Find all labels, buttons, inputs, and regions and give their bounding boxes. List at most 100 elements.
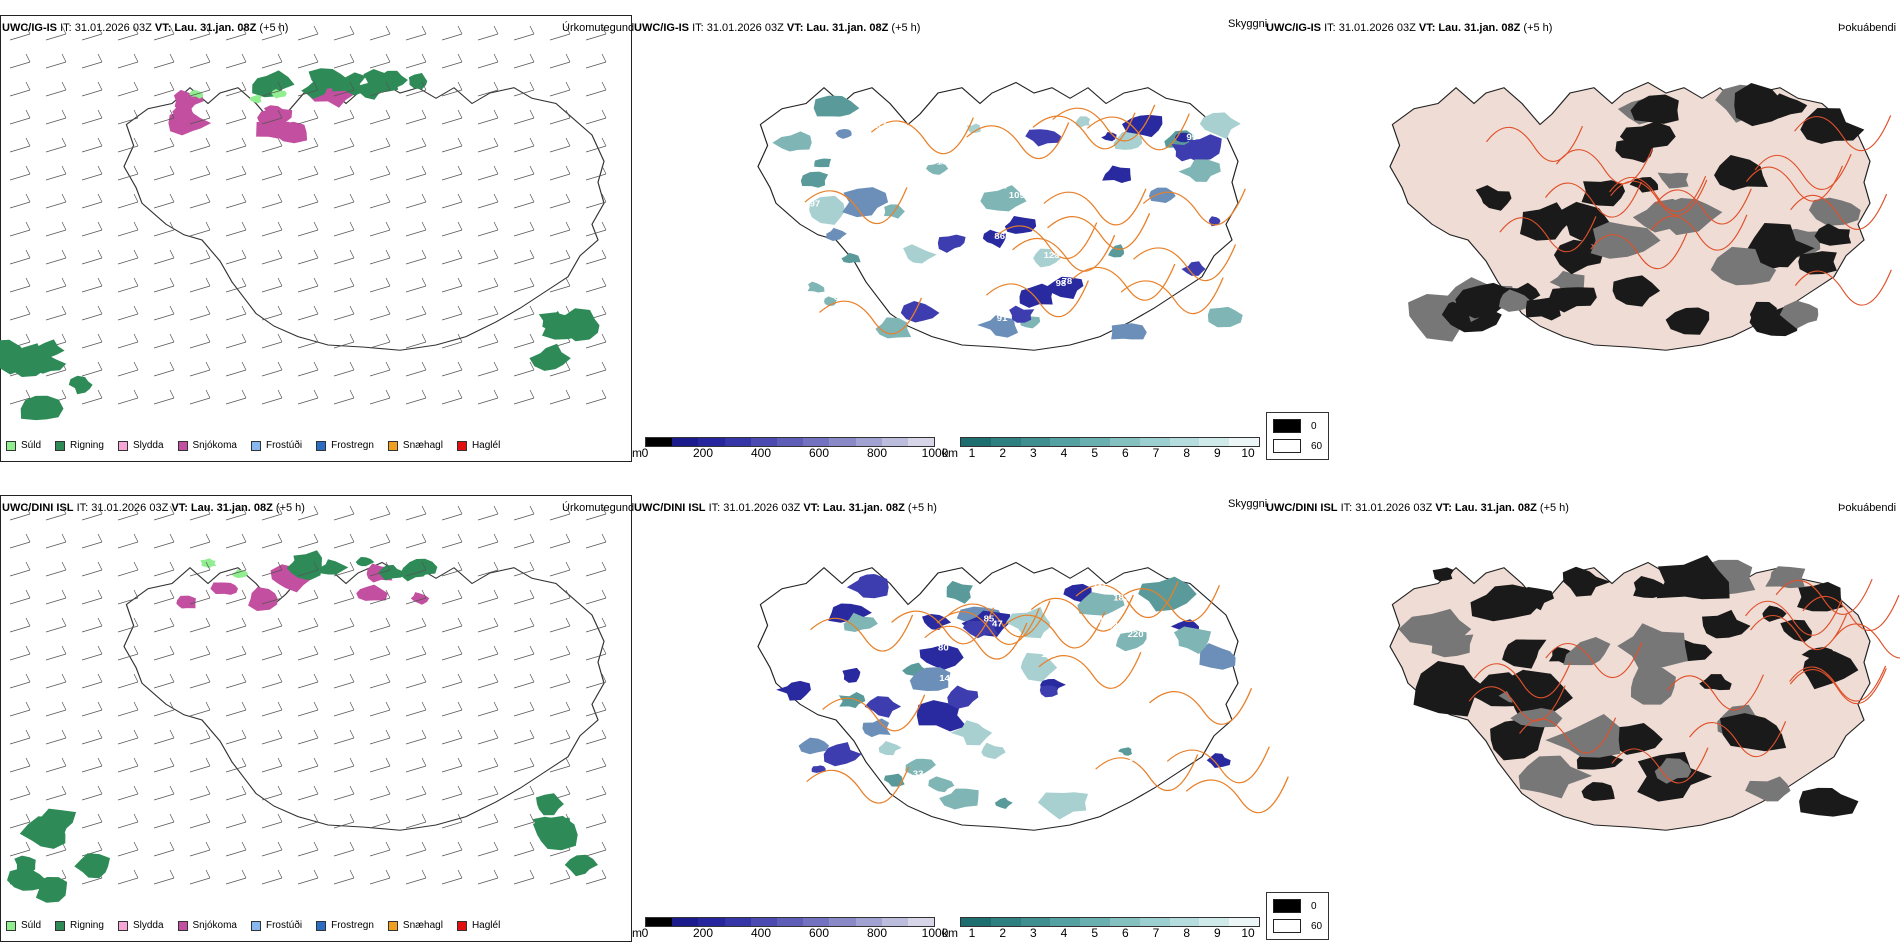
wind-barb [297, 389, 319, 405]
wind-barb [405, 869, 427, 885]
wind-barb [513, 81, 535, 97]
rain-area [408, 73, 428, 90]
cloudbase-value-label: 102 [817, 590, 833, 599]
colorbar-step [829, 918, 856, 926]
fog-index-legend: 0 60 [1266, 892, 1330, 940]
legend-label: Frostregn [331, 920, 374, 931]
wind-barb [333, 193, 355, 209]
wind-barb [297, 25, 319, 41]
rain-area [355, 557, 375, 567]
cloudbase-value-label: 107 [1124, 622, 1140, 631]
wind-barb [549, 221, 571, 237]
map-title: Skyggni [1228, 18, 1268, 30]
cloudbase-value-label: 101 [1177, 805, 1193, 814]
road-line [806, 766, 910, 804]
wind-barb [333, 841, 355, 857]
road-line [1086, 113, 1190, 151]
wind-barb [117, 617, 139, 633]
colorbar-tick: 2 [999, 926, 1006, 940]
wind-barb [261, 729, 283, 745]
road-line [1545, 642, 1643, 679]
wind-barb [297, 869, 319, 885]
wind-barb [9, 589, 31, 605]
cloudbase-value-label: 202 [1026, 595, 1042, 604]
wind-barb [513, 221, 535, 237]
wind-barb [513, 505, 535, 521]
cloudbase-value-label: 10 [844, 717, 855, 726]
wind-barb [477, 757, 499, 773]
wind-barb [405, 305, 427, 321]
wind-barb [261, 109, 283, 125]
wind-barb [333, 53, 355, 69]
cloud-patch [1148, 187, 1176, 204]
wind-barb [585, 81, 607, 97]
road-line [1544, 181, 1643, 218]
wind-barb [333, 813, 355, 829]
colorbar-tick: 0 [641, 446, 649, 460]
wind-barb [333, 81, 355, 97]
wind-barb [549, 701, 571, 717]
colorbar-step [1139, 918, 1170, 926]
wind-barb [45, 757, 67, 773]
wind-barb [189, 645, 211, 661]
wind-barb [81, 785, 103, 801]
road-line [1745, 599, 1843, 636]
legend-item: Haglél [456, 440, 501, 451]
rain-area [376, 70, 408, 90]
wind-barb [333, 505, 355, 521]
legend-swatch [55, 920, 66, 931]
rain-area [542, 311, 561, 332]
wind-barb [333, 221, 355, 237]
rain-area [14, 855, 36, 873]
cloudbase-value-label: 73 [1108, 773, 1119, 782]
wind-barb [153, 361, 175, 377]
wind-barb [297, 757, 319, 773]
colorbar-tick: 800 [866, 926, 888, 940]
road-line [1047, 213, 1151, 250]
wind-barb [117, 81, 139, 97]
cloudbase-colorbar [645, 917, 935, 927]
legend-label: Slydda [132, 440, 164, 451]
wind-barb [477, 221, 499, 237]
wind-barb [405, 589, 427, 605]
wind-barb [441, 193, 463, 209]
wind-barb [297, 645, 319, 661]
wind-barb [549, 109, 571, 125]
wind-barb [513, 729, 535, 745]
wind-barb [405, 505, 427, 521]
wind-barb [369, 757, 391, 773]
wind-barb [9, 645, 31, 661]
colorbar-step [1050, 918, 1081, 926]
colorbar-step [907, 438, 935, 446]
cloudbase-value-label: 130 [1128, 753, 1144, 762]
legend-label: Haglél [471, 440, 501, 451]
wind-barb [189, 193, 211, 209]
iceland-map-cloud: 72 10 115 85 104 50 72 129 73 80 31 82 183 220 41 47 102… [757, 561, 1289, 831]
rain-area [20, 395, 64, 421]
wind-barb [405, 701, 427, 717]
wind-barb [9, 617, 31, 633]
cloudbase-value-label: 41 [1137, 673, 1148, 682]
wind-barb [117, 785, 139, 801]
colorbar-step [829, 438, 856, 446]
colorbar-step [1020, 918, 1051, 926]
wind-barb [9, 505, 31, 521]
cloud-patch [1047, 276, 1084, 300]
cloud-patch [946, 580, 973, 604]
wind-barb [477, 729, 499, 745]
wind-barb [189, 277, 211, 293]
wind-barb [261, 561, 283, 577]
wind-barb [45, 701, 67, 717]
cloudbase-value-label: 65 [1050, 199, 1061, 208]
wind-barb [333, 249, 355, 265]
wind-barb [225, 165, 247, 181]
wind-barb [261, 673, 283, 689]
cloud-patch [1063, 583, 1092, 603]
cloud-patch [905, 758, 936, 776]
wind-barb [153, 757, 175, 773]
wind-barb [297, 361, 319, 377]
fog-patch [1751, 251, 1784, 269]
wind-barb [549, 645, 571, 661]
wind-barb [225, 813, 247, 829]
wind-barb [117, 813, 139, 829]
